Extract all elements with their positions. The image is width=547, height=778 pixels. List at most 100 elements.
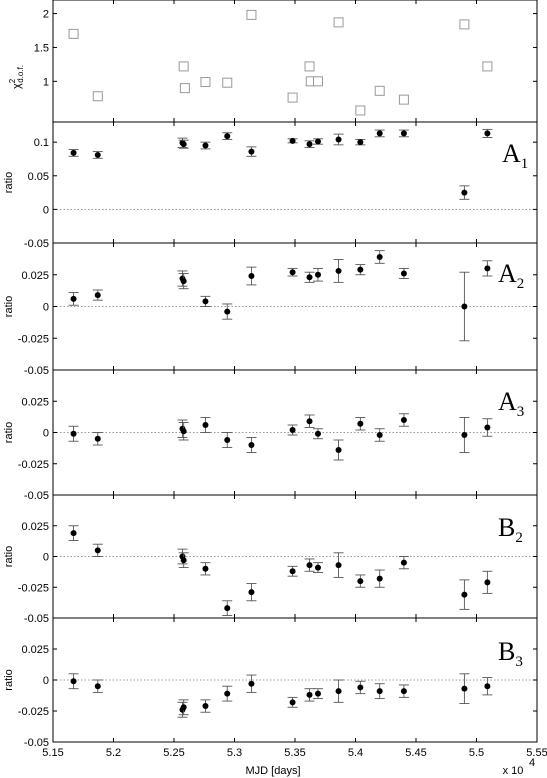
- y-tick-label: 1.5: [34, 42, 49, 54]
- data-point: [289, 699, 296, 706]
- data-point: [357, 420, 364, 427]
- data-point: [180, 557, 187, 564]
- data-point: [248, 273, 255, 280]
- data-point: [289, 568, 296, 575]
- panel-frame: [52, 0, 538, 123]
- data-point: [289, 137, 296, 144]
- data-point: [376, 575, 383, 582]
- x-axis: MJD [days] x 10 4 5.15 5.2 5.25 5.3 5.35 5.4 5…: [42, 747, 547, 777]
- x-tick-label: 5.15: [42, 747, 63, 759]
- y-axis-label: ratio: [3, 296, 15, 317]
- data-point: [376, 688, 383, 695]
- data-point: [482, 61, 493, 72]
- y-tick-label: 0.025: [21, 396, 49, 408]
- data-point: [202, 703, 209, 710]
- y-axis-label: ratio: [3, 422, 15, 443]
- data-point: [335, 136, 342, 143]
- data-point: [376, 253, 383, 260]
- data-point: [289, 269, 296, 276]
- y-tick-label: 0: [43, 302, 49, 314]
- panel-label-main: A: [498, 387, 517, 416]
- data-point: [287, 92, 298, 103]
- data-point: [400, 130, 407, 137]
- y-tick-label: 0.1: [34, 137, 49, 149]
- panel-B3: 0.025 0 -0.025 -0.05 ratio B3: [3, 617, 538, 749]
- y-axis-label: ratio: [3, 172, 15, 193]
- y-tick-label: -0.05: [24, 238, 49, 250]
- data-point: [376, 130, 383, 137]
- data-point: [224, 437, 231, 443]
- data-point: [224, 690, 231, 697]
- data-point: [306, 141, 313, 148]
- panel-A3: 0.025 0 -0.025 -0.05 ratio A3: [3, 369, 538, 502]
- data-point: [484, 130, 491, 137]
- data-point: [202, 422, 209, 428]
- data-point: [398, 94, 409, 105]
- data-point: [224, 308, 231, 315]
- data-point: [314, 690, 321, 697]
- panel-label-sub: 3: [517, 404, 525, 420]
- x-tick-label: 5.55: [526, 747, 547, 759]
- data-point: [376, 432, 383, 438]
- data-point: [70, 295, 77, 302]
- y-tick-label: -0.05: [24, 365, 49, 377]
- data-point: [200, 77, 211, 88]
- y-tick-label: -0.025: [18, 582, 49, 594]
- data-point: [335, 267, 342, 274]
- x-multiplier-exponent: 4: [529, 757, 535, 769]
- data-point: [224, 133, 231, 140]
- y-tick-label: -0.025: [18, 333, 49, 345]
- panel-label-sub: 2: [515, 530, 523, 546]
- data-point: [306, 691, 313, 698]
- panel-label-sub: 3: [515, 654, 523, 670]
- data-point: [314, 430, 321, 437]
- x-axis-label: MJD [days]: [245, 765, 300, 777]
- data-point: [202, 298, 209, 305]
- x-tick-label: 5.5: [469, 747, 484, 759]
- y-tick-label: 0: [43, 675, 49, 687]
- data-point: [461, 591, 468, 598]
- data-point: [70, 530, 77, 537]
- data-point: [314, 564, 321, 571]
- y-axis-label-main: χ: [11, 83, 23, 89]
- data-point: [357, 578, 364, 585]
- y-tick-label: 0: [43, 204, 49, 216]
- data-point: [312, 76, 323, 87]
- x-tick-label: 5.35: [284, 747, 305, 759]
- data-point: [248, 680, 255, 687]
- panel-label-sub: 2: [517, 276, 525, 292]
- data-point: [400, 270, 407, 277]
- y-tick-label: -0.05: [24, 613, 49, 625]
- x-tick-label: 5.4: [348, 747, 363, 759]
- panel-A1: 0.1 0.05 0 -0.05 ratio A1: [3, 121, 538, 250]
- panel-B2: 0.025 0 -0.025 -0.05 ratio B2: [3, 494, 538, 625]
- x-tick-label: 5.25: [163, 747, 184, 759]
- data-point: [459, 19, 470, 30]
- data-point: [333, 17, 344, 28]
- y-tick-label: -0.05: [24, 490, 49, 502]
- data-point: [179, 83, 190, 94]
- data-point: [461, 303, 468, 310]
- y-tick-label: 0: [43, 552, 49, 564]
- data-point: [94, 435, 101, 442]
- x-tick-label: 5.45: [405, 747, 426, 759]
- data-point: [94, 683, 101, 690]
- data-point: [222, 77, 233, 88]
- x-tick-label: 5.3: [227, 747, 242, 759]
- data-point: [314, 138, 321, 145]
- data-point: [178, 61, 189, 72]
- panel-label: B2: [498, 513, 523, 546]
- data-point: [461, 685, 468, 692]
- panel-label-main: A: [502, 139, 521, 168]
- data-point: [70, 149, 77, 156]
- y-tick-label: -0.025: [18, 459, 49, 471]
- data-point: [484, 424, 491, 431]
- panels-group: 11.52χ2d.o.f.0.10.050-0.05ratioA10.0250-…: [3, 0, 538, 749]
- data-point: [289, 427, 296, 433]
- y-tick-label: -0.05: [24, 737, 49, 749]
- x-tick-label: 5.2: [106, 747, 121, 759]
- panel-label-main: A: [498, 259, 517, 288]
- data-point: [306, 562, 313, 569]
- y-tick-label: 0.05: [28, 171, 49, 183]
